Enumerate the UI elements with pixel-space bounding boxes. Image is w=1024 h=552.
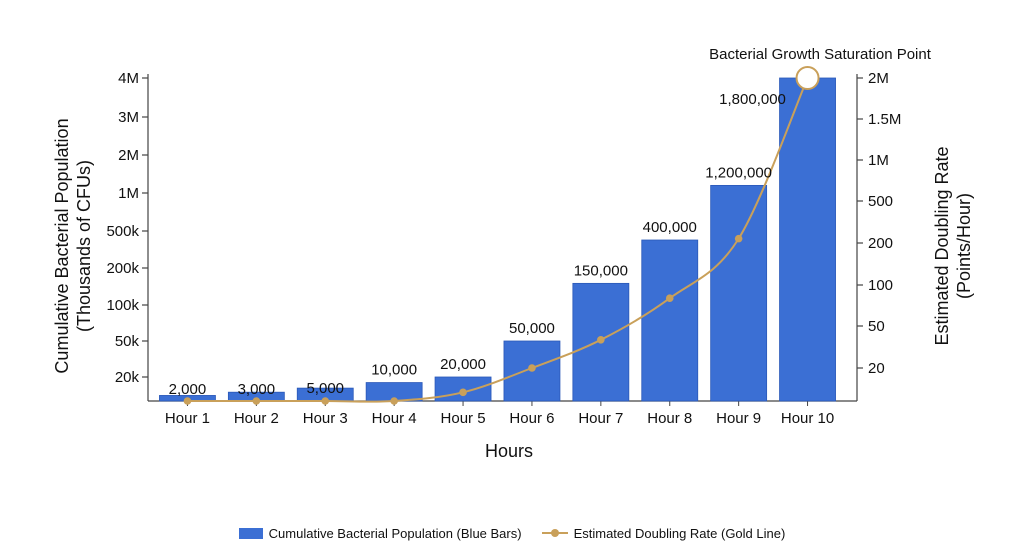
left-tick-label: 500k: [106, 223, 139, 240]
legend: Cumulative Bacterial Population (Blue Ba…: [0, 522, 1024, 544]
left-tick-label: 50k: [115, 333, 140, 350]
x-tick-label: Hour 1: [165, 410, 210, 427]
legend-item-line: Estimated Doubling Rate (Gold Line): [541, 525, 786, 541]
left-axis-title: Cumulative Bacterial Population (Thousand…: [52, 118, 94, 373]
bar: [641, 239, 699, 402]
axes: 20k 50k 100k 200k 500k 1M 2M 3M 4M 20 50 100 200 500 1…: [106, 70, 901, 427]
line-point: [321, 397, 330, 405]
right-axis-title-line: Estimated Doubling Rate: [932, 146, 952, 345]
bar-value-label: 150,000: [574, 262, 628, 279]
x-tick-label: Hour 6: [509, 410, 554, 427]
doubling-rate-path: [187, 77, 809, 403]
doubling-rate-line: [183, 66, 820, 405]
bar-value-label: 20,000: [440, 356, 486, 373]
line-point: [734, 234, 743, 243]
right-tick-label: 200: [868, 235, 893, 252]
bar-value-label: 2,000: [169, 381, 207, 398]
line-point: [665, 294, 674, 302]
x-tick-label: Hour 5: [441, 410, 486, 427]
left-tick-label: 2M: [118, 147, 139, 164]
saturation-annotation: Bacterial Growth Saturation Point: [709, 46, 932, 63]
data-labels: 2,000 3,000 5,000 10,000 20,000 50,000 150,000…: [169, 46, 932, 398]
line-point: [390, 397, 398, 405]
bar: [710, 184, 768, 402]
x-tick-label: Hour 8: [647, 410, 692, 427]
right-tick-label: 20: [868, 360, 885, 377]
bar-value-label: 10,000: [371, 362, 417, 379]
x-tick-label: Hour 10: [781, 410, 834, 427]
x-tick-label: Hour 2: [234, 410, 279, 427]
bar-value-label: 400,000: [643, 219, 697, 236]
x-tick-label: Hour 9: [716, 410, 761, 427]
left-tick-label: 3M: [118, 109, 139, 126]
bar-value-label: 50,000: [509, 320, 555, 337]
legend-label-bars: Cumulative Bacterial Population (Blue Ba…: [268, 525, 522, 541]
left-tick-label: 100k: [106, 297, 139, 314]
legend-label-line: Estimated Doubling Rate (Gold Line): [573, 525, 786, 541]
bar-value-label: 1,800,000: [719, 91, 786, 108]
line-point: [183, 397, 192, 405]
left-tick-label: 200k: [106, 260, 139, 277]
x-axis-title: Hours: [485, 441, 533, 461]
line-point: [459, 388, 467, 397]
bar-value-label: 1,200,000: [705, 164, 772, 181]
right-tick-label: 100: [868, 277, 893, 294]
left-tick-label: 1M: [118, 185, 139, 202]
right-tick-label: 1.5M: [868, 111, 901, 128]
line-point: [597, 336, 605, 344]
legend-item-bars: Cumulative Bacterial Population (Blue Ba…: [238, 525, 522, 541]
chart: 20k 50k 100k 200k 500k 1M 2M 3M 4M 20 50 100 200 500 1…: [52, 46, 974, 461]
bar-value-label: 3,000: [238, 381, 276, 398]
bars: [159, 77, 836, 402]
axis-titles: Hours Cumulative Bacterial Population (Tho…: [52, 118, 974, 461]
x-tick-label: Hour 7: [578, 410, 623, 427]
bar: [779, 77, 836, 402]
x-tick-label: Hour 4: [372, 410, 417, 427]
left-axis-title-line: (Thousands of CFUs): [74, 160, 94, 332]
right-tick-label: 2M: [868, 70, 889, 87]
legend-swatch-bars: [238, 527, 263, 539]
line-point: [528, 364, 536, 372]
right-tick-label: 50: [868, 318, 885, 335]
right-tick-label: 1M: [868, 152, 889, 169]
bar-value-label: 5,000: [306, 380, 344, 397]
saturation-marker: [795, 66, 820, 90]
right-axis-title-line: (Points/Hour): [954, 193, 974, 299]
left-tick-label: 4M: [118, 70, 139, 87]
left-axis-title-line: Cumulative Bacterial Population: [52, 118, 72, 373]
left-tick-label: 20k: [115, 369, 140, 386]
line-point: [252, 397, 261, 405]
x-tick-label: Hour 3: [303, 410, 348, 427]
right-axis-title: Estimated Doubling Rate (Points/Hour): [932, 146, 974, 345]
right-tick-label: 500: [868, 193, 893, 210]
legend-swatch-line: [541, 527, 568, 539]
